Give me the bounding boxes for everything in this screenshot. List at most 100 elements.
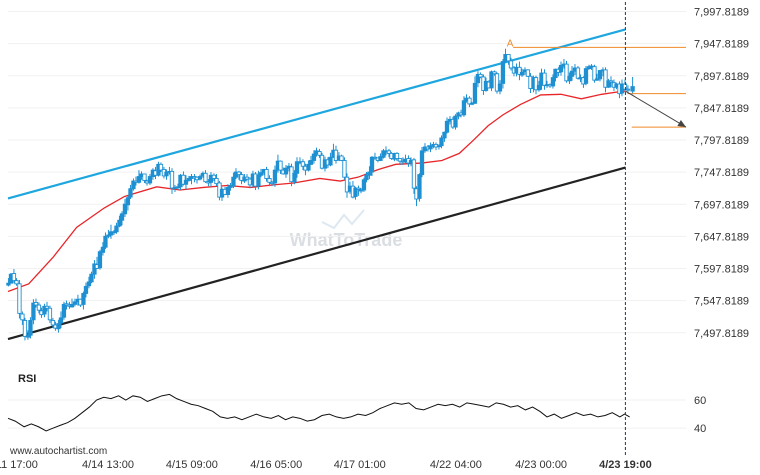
candle xyxy=(103,232,108,250)
candle xyxy=(508,57,514,71)
candle xyxy=(467,96,472,108)
candle-body xyxy=(519,72,525,76)
candle xyxy=(419,146,425,178)
candle xyxy=(411,157,417,194)
candle-body xyxy=(500,61,506,84)
candle-body xyxy=(597,70,603,80)
candle-body xyxy=(606,80,611,88)
candle-body xyxy=(228,185,233,188)
candle xyxy=(583,66,589,86)
candle-body xyxy=(436,145,442,148)
candle-body xyxy=(108,231,114,236)
candle xyxy=(197,174,203,181)
candle-body xyxy=(136,176,142,183)
candlesticks xyxy=(6,48,635,341)
candle xyxy=(164,169,169,180)
candle-body xyxy=(358,189,364,192)
candle xyxy=(56,319,61,333)
moving-average xyxy=(7,90,626,293)
price-tick-label: 7,797.8189 xyxy=(694,135,749,147)
moving-average-line xyxy=(7,90,626,293)
candle xyxy=(89,271,94,284)
candle-body xyxy=(517,66,522,75)
candle xyxy=(608,76,614,88)
candle xyxy=(186,175,192,182)
candle-body xyxy=(142,173,147,181)
candle xyxy=(592,64,597,83)
time-tick-label: 4/15 09:00 xyxy=(166,459,218,471)
candle xyxy=(461,96,467,117)
candle xyxy=(175,183,181,191)
candle xyxy=(136,170,142,184)
candle-body xyxy=(186,178,192,181)
candle xyxy=(117,215,122,228)
candle xyxy=(567,72,572,85)
rsi-tick-label: 60 xyxy=(694,395,706,407)
candle-body xyxy=(56,323,61,330)
candle xyxy=(183,175,189,190)
rsi-line xyxy=(7,393,630,432)
candle-body xyxy=(28,319,33,336)
candle xyxy=(308,155,314,165)
candle xyxy=(100,242,106,256)
candle xyxy=(114,222,119,234)
candle-body xyxy=(283,167,289,175)
candle-body xyxy=(428,145,433,150)
candle-body xyxy=(558,64,564,73)
candle xyxy=(42,303,47,318)
candle xyxy=(306,160,311,172)
candle-body xyxy=(333,149,339,161)
candle-body xyxy=(36,304,42,311)
watermark-text: WhatToTrade xyxy=(290,230,403,250)
candle-body xyxy=(14,280,19,285)
channel xyxy=(7,28,626,341)
candle xyxy=(131,178,136,191)
candle xyxy=(333,145,339,164)
candle-body xyxy=(356,187,361,190)
candle xyxy=(11,269,17,284)
candle xyxy=(256,170,261,190)
candle xyxy=(142,173,147,183)
candle xyxy=(300,159,306,171)
candle-body xyxy=(294,161,300,174)
candle xyxy=(525,69,531,77)
candle-body xyxy=(258,172,264,176)
candle xyxy=(353,186,358,200)
levels: A xyxy=(507,38,687,128)
candle xyxy=(294,157,300,178)
candle-body xyxy=(131,180,136,190)
price-tick-label: 7,747.8189 xyxy=(694,167,749,179)
candle-body xyxy=(197,176,203,180)
candle xyxy=(597,69,603,82)
candle-body xyxy=(592,66,597,81)
candle xyxy=(575,66,581,80)
candle-body xyxy=(272,169,278,184)
candle-body xyxy=(381,150,386,158)
candle-body xyxy=(6,282,11,286)
candle xyxy=(358,188,364,194)
candle xyxy=(428,142,433,153)
candle xyxy=(267,175,272,187)
time-tick-label: 4/11 17:00 xyxy=(0,459,38,471)
candle-body xyxy=(583,68,589,84)
candle-body xyxy=(264,169,269,179)
candle-body xyxy=(203,172,208,183)
candle xyxy=(381,148,386,159)
candle xyxy=(344,173,350,198)
candle-body xyxy=(81,293,86,305)
candle-body xyxy=(119,213,125,221)
candle-body xyxy=(25,334,31,338)
candle-body xyxy=(311,153,317,161)
candle xyxy=(550,74,556,89)
candle xyxy=(630,76,635,95)
candle-body xyxy=(339,155,344,161)
candle-body xyxy=(125,197,131,206)
candle xyxy=(283,164,289,178)
footer-url[interactable]: www.autochartist.com xyxy=(9,446,107,457)
candle xyxy=(361,177,367,192)
candle-body xyxy=(97,251,103,269)
candle xyxy=(564,60,569,83)
candle-body xyxy=(292,172,297,183)
candle-body xyxy=(472,82,478,104)
candle-body xyxy=(569,70,575,77)
